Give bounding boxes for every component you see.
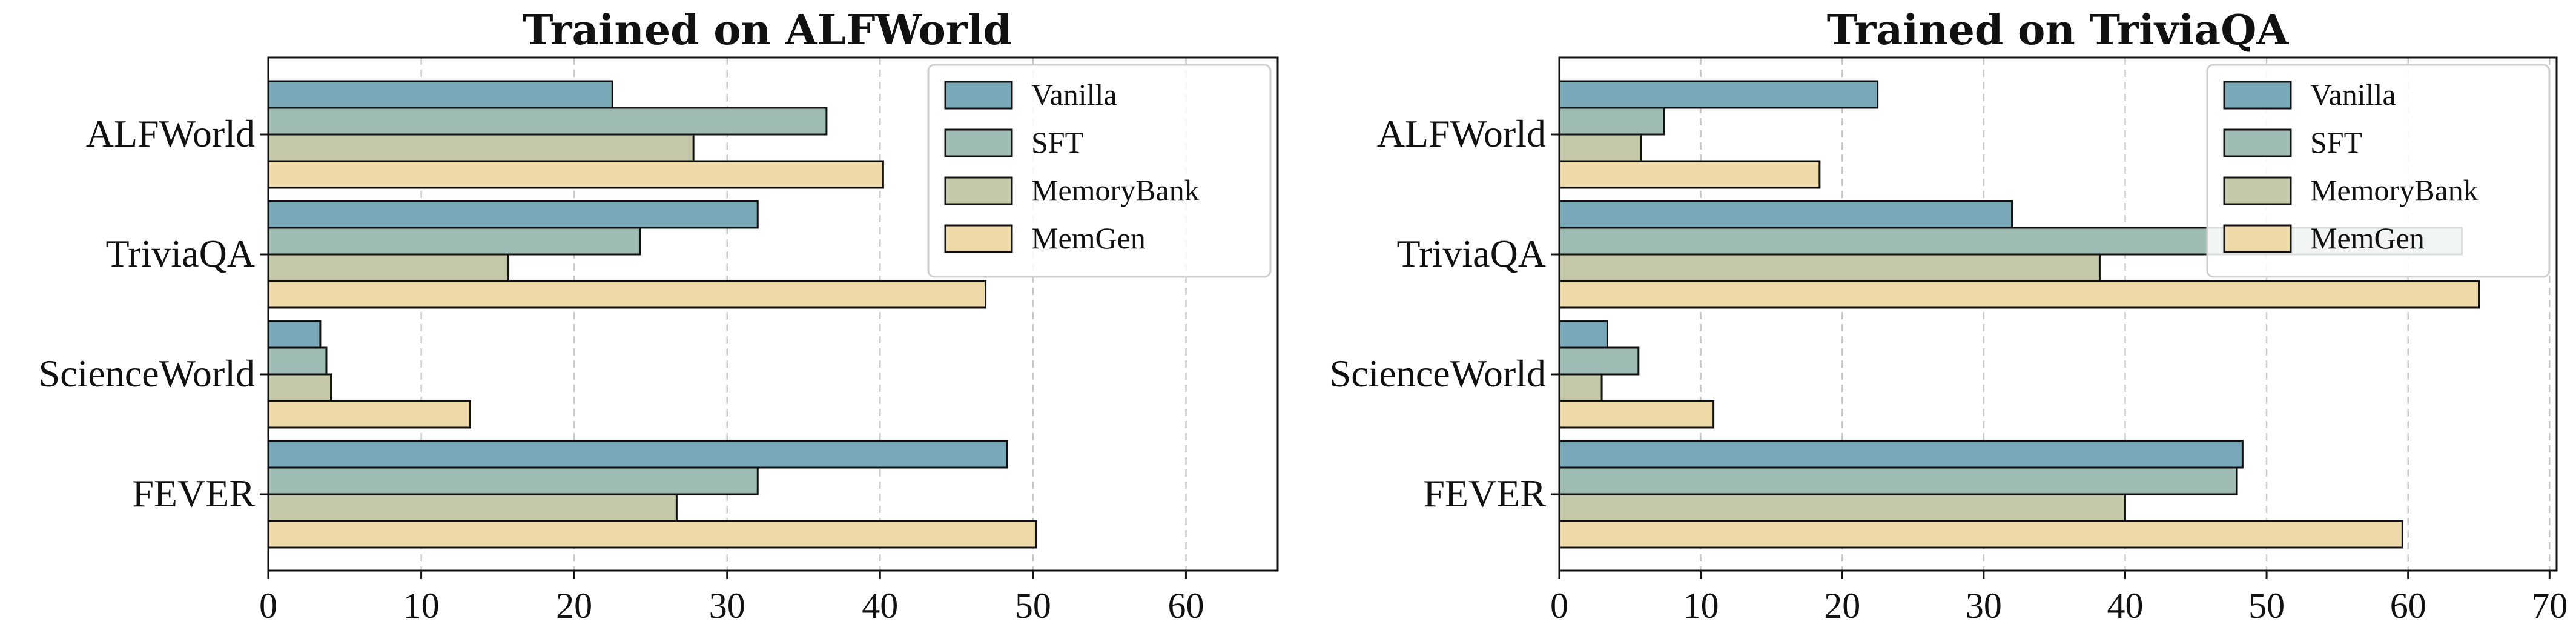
bar-sft-fever bbox=[1558, 466, 2238, 495]
bar-memgen-triviaqa bbox=[1558, 280, 2480, 309]
bar-sft-scienceworld bbox=[1558, 346, 1640, 376]
chart-title: Trained on TriviaQA bbox=[1827, 6, 2290, 55]
x-tick-label: 10 bbox=[403, 586, 440, 626]
bar-vanilla-alfworld bbox=[1558, 80, 1879, 109]
chart-title: Trained on ALFWorld bbox=[523, 6, 1012, 55]
legend-label: Vanilla bbox=[2310, 78, 2396, 111]
category-label: TriviaQA bbox=[105, 232, 255, 275]
legend-swatch bbox=[944, 81, 1013, 110]
bar-sft-scienceworld bbox=[267, 346, 328, 376]
legend-label: MemoryBank bbox=[1031, 173, 1200, 207]
x-tick-label: 0 bbox=[1550, 586, 1568, 626]
bar-memgen-alfworld bbox=[267, 160, 884, 189]
bar-memorybank-alfworld bbox=[1558, 133, 1642, 162]
bar-memgen-scienceworld bbox=[1558, 400, 1715, 429]
bar-sft-alfworld bbox=[267, 107, 828, 136]
category-label: ScienceWorld bbox=[1330, 352, 1546, 395]
bar-vanilla-triviaqa bbox=[267, 200, 759, 229]
x-tick-label: 30 bbox=[1966, 586, 2002, 626]
x-tick-label: 30 bbox=[709, 586, 745, 626]
bar-memorybank-triviaqa bbox=[267, 253, 510, 282]
legend-label: SFT bbox=[1031, 125, 1083, 159]
x-tick-label: 70 bbox=[2531, 586, 2568, 626]
legend-label: MemoryBank bbox=[2310, 173, 2479, 207]
category-label: TriviaQA bbox=[1396, 232, 1546, 275]
x-tick-label: 20 bbox=[556, 586, 592, 626]
bar-sft-alfworld bbox=[1558, 107, 1665, 136]
legend-swatch bbox=[2223, 224, 2292, 253]
x-tick-label: 60 bbox=[1167, 586, 1204, 626]
bar-memgen-scienceworld bbox=[267, 400, 471, 429]
x-tick-label: 60 bbox=[2390, 586, 2426, 626]
bar-vanilla-triviaqa bbox=[1558, 200, 2013, 229]
legend-swatch bbox=[2223, 81, 2292, 110]
category-label: ScienceWorld bbox=[39, 352, 255, 395]
bar-memgen-fever bbox=[1558, 520, 2403, 549]
x-tick-label: 20 bbox=[1824, 586, 1860, 626]
legend bbox=[927, 64, 1272, 278]
legend-swatch bbox=[2223, 176, 2292, 205]
bar-memgen-triviaqa bbox=[267, 280, 987, 309]
bar-memgen-fever bbox=[267, 520, 1037, 549]
bar-memorybank-fever bbox=[1558, 493, 2126, 522]
legend-swatch bbox=[944, 224, 1013, 253]
category-label: ALFWorld bbox=[86, 112, 255, 155]
bar-sft-fever bbox=[267, 466, 759, 495]
x-tick-label: 0 bbox=[259, 586, 277, 626]
plot-frame bbox=[1558, 56, 2558, 572]
plot-frame bbox=[267, 56, 1279, 572]
legend-label: MemGen bbox=[2310, 221, 2425, 255]
x-tick-label: 10 bbox=[1683, 586, 1719, 626]
x-tick-label: 50 bbox=[2248, 586, 2285, 626]
legend-swatch bbox=[944, 176, 1013, 205]
bar-vanilla-scienceworld bbox=[267, 320, 322, 349]
bar-memorybank-triviaqa bbox=[1558, 253, 2101, 282]
legend bbox=[2206, 64, 2551, 278]
category-label: ALFWorld bbox=[1377, 112, 1546, 155]
legend-swatch bbox=[944, 128, 1013, 157]
bar-memorybank-scienceworld bbox=[1558, 373, 1603, 402]
bar-memorybank-scienceworld bbox=[267, 373, 332, 402]
chart-trained-on-triviaqa: Trained on TriviaQA ALFWorld TriviaQA Scie… bbox=[1330, 6, 2568, 626]
bar-vanilla-scienceworld bbox=[1558, 320, 1608, 349]
x-tick-label: 50 bbox=[1015, 586, 1051, 626]
x-tick-label: 40 bbox=[2107, 586, 2143, 626]
legend-label: Vanilla bbox=[1031, 78, 1117, 111]
legend-label: MemGen bbox=[1031, 221, 1146, 255]
bar-memgen-alfworld bbox=[1558, 160, 1821, 189]
bar-vanilla-alfworld bbox=[267, 80, 613, 109]
bar-memorybank-fever bbox=[267, 493, 678, 522]
bar-vanilla-fever bbox=[1558, 440, 2244, 469]
category-label: FEVER bbox=[1423, 472, 1546, 515]
legend-swatch bbox=[2223, 128, 2292, 157]
x-tick-label: 40 bbox=[862, 586, 898, 626]
chart-trained-on-alfworld: Trained on ALFWorld ALFWorld TriviaQA Scie… bbox=[39, 6, 1279, 626]
bar-memorybank-alfworld bbox=[267, 133, 695, 162]
category-label: FEVER bbox=[132, 472, 255, 515]
bar-vanilla-fever bbox=[267, 440, 1008, 469]
legend-label: SFT bbox=[2310, 125, 2362, 159]
bar-sft-triviaqa bbox=[267, 227, 641, 256]
